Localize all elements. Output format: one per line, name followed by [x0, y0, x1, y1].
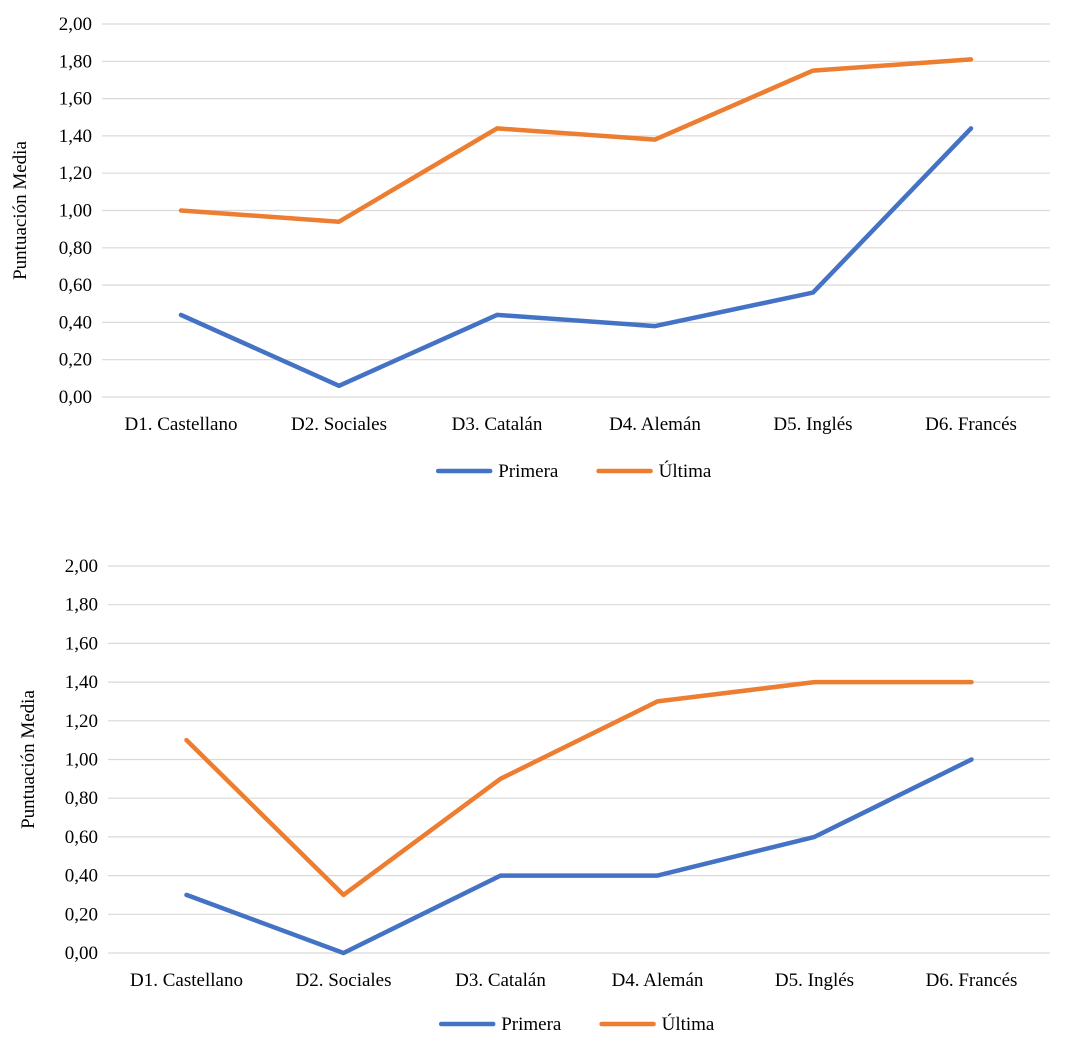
series-line-última — [184, 679, 974, 898]
y-tick-label: 2,00 — [65, 556, 98, 577]
y-tick-label: 1,60 — [59, 89, 92, 110]
y-tick-label: 0,40 — [65, 866, 98, 887]
series-line-primera — [178, 126, 974, 389]
x-tick-label: D1. Castellano — [130, 970, 243, 991]
y-tick-label: 1,20 — [59, 163, 92, 184]
x-tick-label: D5. Inglés — [775, 970, 854, 991]
y-tick-label: 0,00 — [59, 387, 92, 408]
y-tick-label: 0,60 — [65, 827, 98, 848]
y-tick-label: 0,80 — [65, 788, 98, 809]
y-tick-label: 1,40 — [59, 126, 92, 147]
y-tick-label: 0,80 — [59, 238, 92, 259]
x-tick-label: D4. Alemán — [609, 414, 701, 435]
y-tick-label: 0,40 — [59, 312, 92, 333]
y-tick-label: 1,80 — [65, 595, 98, 616]
x-tick-label: D3. Catalán — [452, 414, 543, 435]
y-tick-label: 1,80 — [59, 51, 92, 72]
y-tick-label: 2,00 — [59, 14, 92, 35]
legend-label: Primera — [498, 461, 559, 482]
y-tick-label: 1,20 — [65, 711, 98, 732]
x-tick-label: D1. Castellano — [125, 414, 238, 435]
y-tick-label: 1,60 — [65, 633, 98, 654]
y-axis-title: Puntuación Media — [10, 141, 31, 280]
x-tick-label: D4. Alemán — [612, 970, 704, 991]
legend-label: Última — [662, 1013, 715, 1035]
x-tick-label: D6. Francés — [925, 414, 1017, 435]
y-tick-label: 0,00 — [65, 943, 98, 964]
line-chart-2: 0,00 0,20 0,40 0,60 0,80 1,00 1,20 1,40 1,60 1,80… — [18, 556, 1050, 1035]
x-tick-label: D3. Catalán — [455, 970, 546, 991]
legend-label: Primera — [501, 1014, 562, 1035]
x-tick-label: D2. Sociales — [295, 970, 391, 991]
y-tick-label: 1,00 — [65, 750, 98, 771]
x-tick-label: D5. Inglés — [773, 414, 852, 435]
y-tick-label: 0,60 — [59, 275, 92, 296]
y-tick-label: 1,00 — [59, 201, 92, 222]
y-tick-label: 0,20 — [59, 350, 92, 371]
line-chart-1: 0,00 0,20 0,40 0,60 0,80 1,00 1,20 1,40 1,60 1,80… — [10, 14, 1050, 482]
x-tick-label: D2. Sociales — [291, 414, 387, 435]
series-line-última — [178, 57, 974, 224]
series-line-primera — [184, 757, 974, 956]
y-tick-label: 0,20 — [65, 904, 98, 925]
legend-label: Última — [659, 460, 712, 482]
y-tick-label: 1,40 — [65, 672, 98, 693]
y-axis-title: Puntuación Media — [18, 690, 39, 829]
x-tick-label: D6. Francés — [926, 970, 1018, 991]
